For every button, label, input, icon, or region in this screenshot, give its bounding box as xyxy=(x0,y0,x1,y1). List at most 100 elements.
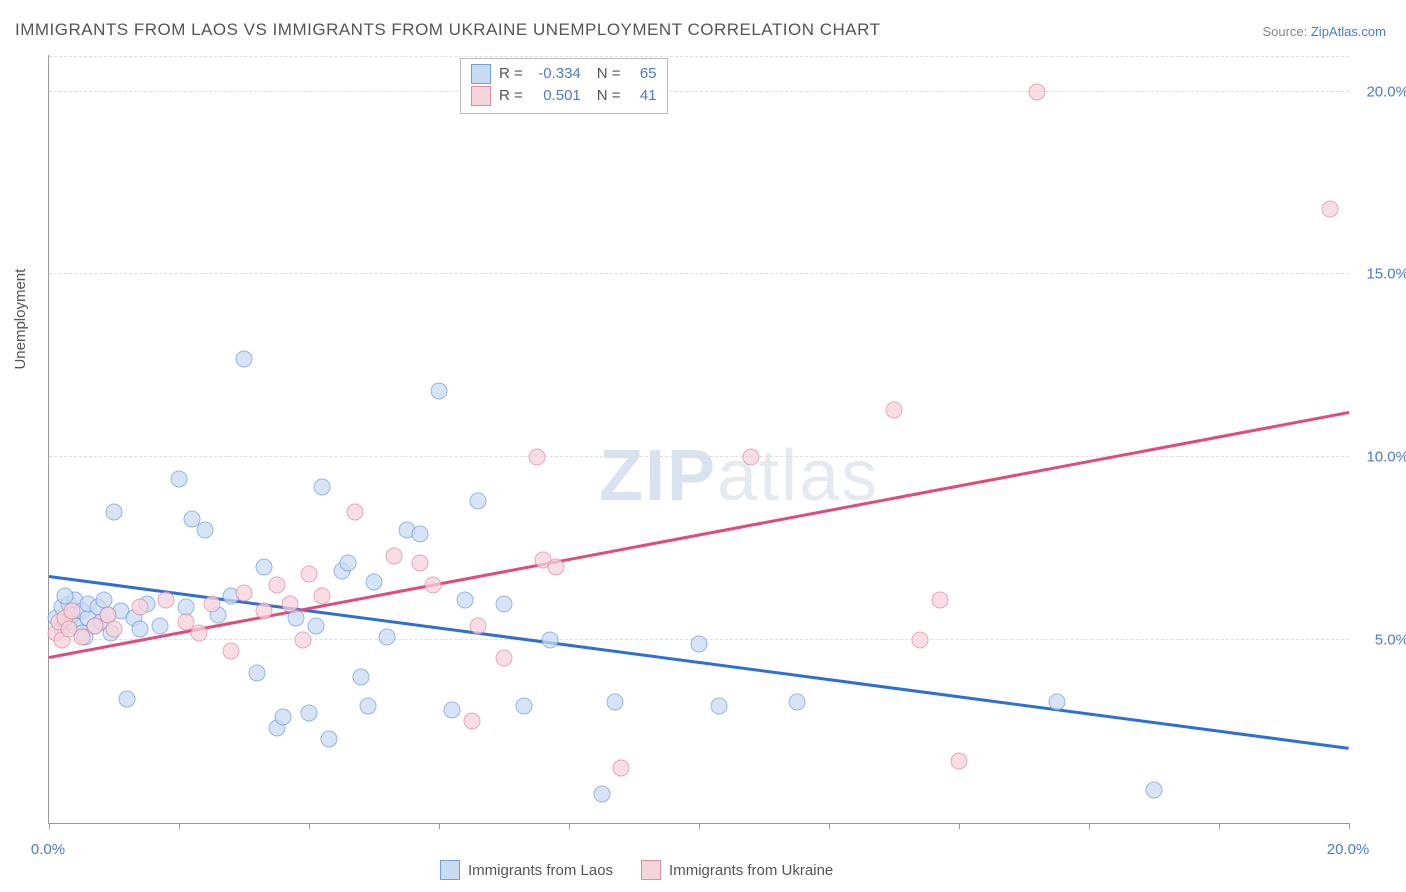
data-point-laos xyxy=(710,697,727,714)
x-tick-label: 20.0% xyxy=(1327,841,1370,858)
data-point-ukraine xyxy=(886,401,903,418)
data-point-ukraine xyxy=(132,599,149,616)
r-value-laos: -0.334 xyxy=(531,63,581,85)
chart-title: IMMIGRANTS FROM LAOS VS IMMIGRANTS FROM … xyxy=(15,20,880,40)
y-tick-label: 15.0% xyxy=(1366,266,1406,283)
x-tick-label: 0.0% xyxy=(31,841,65,858)
data-point-laos xyxy=(431,383,448,400)
data-point-ukraine xyxy=(1029,83,1046,100)
gridline xyxy=(49,456,1349,457)
data-point-ukraine xyxy=(63,602,80,619)
data-point-ukraine xyxy=(411,555,428,572)
legend-stats-box: R = -0.334 N = 65 R = 0.501 N = 41 xyxy=(460,58,668,114)
x-tick xyxy=(309,823,310,829)
data-point-ukraine xyxy=(1321,200,1338,217)
data-point-ukraine xyxy=(314,588,331,605)
data-point-laos xyxy=(307,617,324,634)
data-point-laos xyxy=(249,665,266,682)
data-point-laos xyxy=(593,785,610,802)
data-point-ukraine xyxy=(613,760,630,777)
data-point-laos xyxy=(301,705,318,722)
x-tick xyxy=(829,823,830,829)
data-point-laos xyxy=(1048,694,1065,711)
watermark-zip: ZIP xyxy=(599,436,717,516)
data-point-laos xyxy=(106,504,123,521)
x-tick xyxy=(1349,823,1350,829)
n-value-ukraine: 41 xyxy=(629,85,657,107)
legend-label-ukraine: Immigrants from Ukraine xyxy=(669,862,833,879)
data-point-laos xyxy=(444,701,461,718)
source-prefix: Source: xyxy=(1262,24,1310,39)
data-point-ukraine xyxy=(301,566,318,583)
data-point-ukraine xyxy=(203,595,220,612)
data-point-laos xyxy=(132,621,149,638)
swatch-ukraine xyxy=(471,86,491,106)
legend-series: Immigrants from Laos Immigrants from Ukr… xyxy=(440,860,833,880)
data-point-laos xyxy=(379,628,396,645)
data-point-ukraine xyxy=(951,752,968,769)
data-point-laos xyxy=(788,694,805,711)
data-point-laos xyxy=(541,632,558,649)
x-tick xyxy=(699,823,700,829)
data-point-laos xyxy=(606,694,623,711)
swatch-ukraine xyxy=(641,860,661,880)
data-point-laos xyxy=(314,478,331,495)
source-link[interactable]: ZipAtlas.com xyxy=(1311,24,1386,39)
x-tick xyxy=(959,823,960,829)
data-point-laos xyxy=(470,493,487,510)
data-point-laos xyxy=(515,697,532,714)
r-label: R = xyxy=(499,85,523,107)
y-axis-title: Unemployment xyxy=(12,269,29,370)
data-point-ukraine xyxy=(385,548,402,565)
data-point-laos xyxy=(236,350,253,367)
gridline xyxy=(49,91,1349,92)
data-point-ukraine xyxy=(158,591,175,608)
data-point-laos xyxy=(366,573,383,590)
data-point-laos xyxy=(359,697,376,714)
data-point-ukraine xyxy=(463,712,480,729)
legend-label-laos: Immigrants from Laos xyxy=(468,862,613,879)
data-point-laos xyxy=(411,526,428,543)
data-point-laos xyxy=(197,522,214,539)
legend-item-ukraine: Immigrants from Ukraine xyxy=(641,860,833,880)
data-point-ukraine xyxy=(255,602,272,619)
gridline xyxy=(49,56,1349,57)
data-point-laos xyxy=(119,690,136,707)
data-point-ukraine xyxy=(106,621,123,638)
data-point-ukraine xyxy=(223,643,240,660)
data-point-laos xyxy=(457,591,474,608)
y-tick-label: 20.0% xyxy=(1366,83,1406,100)
x-tick xyxy=(1219,823,1220,829)
data-point-laos xyxy=(151,617,168,634)
r-value-ukraine: 0.501 xyxy=(531,85,581,107)
data-point-laos xyxy=(496,595,513,612)
n-value-laos: 65 xyxy=(629,63,657,85)
gridline xyxy=(49,273,1349,274)
data-point-ukraine xyxy=(236,584,253,601)
legend-item-laos: Immigrants from Laos xyxy=(440,860,613,880)
data-point-ukraine xyxy=(294,632,311,649)
data-point-ukraine xyxy=(424,577,441,594)
data-point-laos xyxy=(255,559,272,576)
x-tick xyxy=(1089,823,1090,829)
x-tick xyxy=(569,823,570,829)
data-point-ukraine xyxy=(268,577,285,594)
watermark: ZIPatlas xyxy=(599,435,879,517)
data-point-laos xyxy=(288,610,305,627)
y-tick-label: 10.0% xyxy=(1366,449,1406,466)
data-point-laos xyxy=(171,471,188,488)
data-point-laos xyxy=(340,555,357,572)
data-point-ukraine xyxy=(496,650,513,667)
data-point-ukraine xyxy=(346,504,363,521)
x-tick xyxy=(439,823,440,829)
data-point-laos xyxy=(275,708,292,725)
y-tick-label: 5.0% xyxy=(1375,632,1406,649)
data-point-ukraine xyxy=(931,591,948,608)
data-point-ukraine xyxy=(912,632,929,649)
r-label: R = xyxy=(499,63,523,85)
data-point-ukraine xyxy=(528,449,545,466)
data-point-laos xyxy=(1146,782,1163,799)
data-point-ukraine xyxy=(743,449,760,466)
data-point-laos xyxy=(691,635,708,652)
trend-line-ukraine xyxy=(49,411,1349,658)
